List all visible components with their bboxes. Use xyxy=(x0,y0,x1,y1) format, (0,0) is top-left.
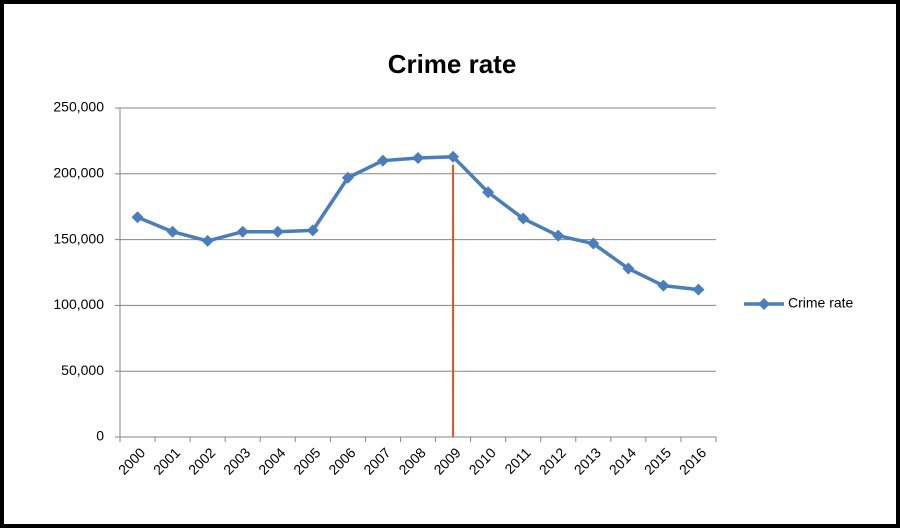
data-point xyxy=(236,225,249,238)
data-point xyxy=(552,229,565,242)
data-point xyxy=(306,224,319,237)
data-point xyxy=(587,237,600,250)
y-tick-label: 200,000 xyxy=(53,165,104,181)
legend-marker xyxy=(758,298,770,310)
legend-label: Crime rate xyxy=(788,295,854,311)
data-point xyxy=(657,279,670,292)
data-point xyxy=(341,171,354,184)
y-tick-label: 250,000 xyxy=(53,99,104,115)
data-point xyxy=(376,154,389,167)
data-point xyxy=(517,212,530,225)
y-tick-label: 150,000 xyxy=(53,230,104,246)
chart-title: Crime rate xyxy=(388,49,517,79)
y-tick-label: 100,000 xyxy=(53,296,104,312)
data-point xyxy=(412,152,424,165)
data-point xyxy=(201,234,214,247)
y-tick-label: 0 xyxy=(96,428,104,444)
data-point xyxy=(447,150,460,163)
data-point xyxy=(482,186,495,199)
y-tick-label: 50,000 xyxy=(61,362,104,378)
data-point xyxy=(131,211,144,224)
data-point xyxy=(166,225,179,238)
data-point xyxy=(692,283,705,296)
data-point xyxy=(622,262,635,275)
data-point xyxy=(271,225,284,238)
